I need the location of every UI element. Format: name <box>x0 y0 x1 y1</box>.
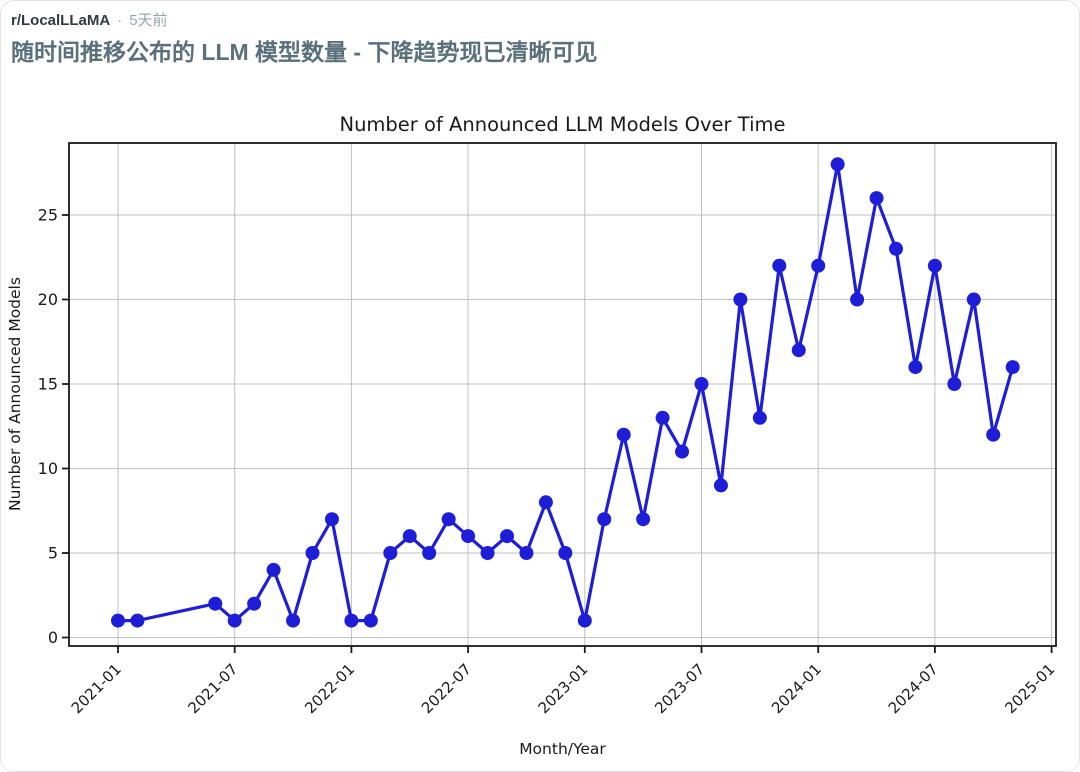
data-point <box>363 613 378 628</box>
data-point <box>733 292 748 307</box>
data-point <box>305 546 320 560</box>
data-point <box>772 258 787 273</box>
data-point <box>519 546 534 560</box>
y-tick-label: 20 <box>38 290 58 309</box>
data-point <box>461 529 476 544</box>
chart-svg: 2021-01 2021-07 2022-01 2022-07 2023-01 2023-… <box>6 113 1058 758</box>
data-point <box>130 613 145 628</box>
y-tick-label: 5 <box>48 544 58 563</box>
data-point <box>616 427 631 442</box>
data-point <box>694 377 709 391</box>
data-point <box>111 613 125 628</box>
x-tick-label: 2022-01 <box>301 660 358 717</box>
data-point <box>636 512 651 527</box>
data-point <box>927 258 942 273</box>
data-point <box>577 613 592 628</box>
meta-separator: · <box>117 12 123 29</box>
data-point <box>558 546 573 560</box>
x-tick-label: 2024-01 <box>768 660 825 717</box>
data-point <box>538 495 553 510</box>
data-point <box>908 360 923 375</box>
x-tick-label: 2022-07 <box>418 660 475 717</box>
post-timestamp: 5天前 <box>129 12 168 29</box>
y-axis-label: Number of Announced Models <box>6 277 24 511</box>
data-point <box>655 410 670 425</box>
x-tick-label: 2025-01 <box>1001 660 1058 717</box>
subreddit-link[interactable]: r/LocalLLaMA <box>11 12 111 29</box>
chart-title: Number of Announced LLM Models Over Time <box>339 113 785 136</box>
data-point <box>597 512 612 527</box>
data-point <box>247 596 262 611</box>
post-header: r/LocalLLaMA · 5天前 随时间推移公布的 LLM 模型数量 - 下… <box>11 11 1065 68</box>
x-tick-label: 2023-01 <box>535 660 592 717</box>
data-point <box>830 157 845 172</box>
post-title: 随时间推移公布的 LLM 模型数量 - 下降趋势现已清晰可见 <box>11 39 598 65</box>
data-point <box>402 529 417 544</box>
chart-figure: 2021-01 2021-07 2022-01 2022-07 2023-01 2023-… <box>1 91 1079 771</box>
data-point <box>286 613 301 628</box>
data-point <box>850 292 865 307</box>
data-point <box>889 241 903 256</box>
x-tick-label: 2024-07 <box>885 660 942 717</box>
data-point <box>344 613 359 628</box>
data-point <box>266 562 281 577</box>
data-point <box>422 546 437 560</box>
data-point <box>752 410 767 425</box>
y-tick-label: 15 <box>38 375 58 394</box>
data-point <box>791 343 806 358</box>
data-point <box>480 546 495 560</box>
x-axis-label: Month/Year <box>519 740 606 758</box>
plot-area <box>69 143 1056 646</box>
data-point <box>713 478 728 493</box>
y-tick-label: 25 <box>38 206 58 225</box>
data-point <box>324 512 339 527</box>
data-point <box>966 292 981 307</box>
data-point <box>208 596 223 611</box>
data-point <box>675 444 690 459</box>
data-point <box>227 613 242 628</box>
post-meta: r/LocalLLaMA · 5天前 <box>11 11 1065 31</box>
x-tick-label: 2021-07 <box>184 660 241 717</box>
data-point <box>383 546 398 560</box>
data-point <box>811 258 826 273</box>
data-point <box>869 191 884 206</box>
x-tick-label: 2023-07 <box>651 660 708 717</box>
x-tick-label: 2021-01 <box>68 660 125 717</box>
axes-box <box>68 142 1057 647</box>
y-tick-label: 10 <box>38 459 58 478</box>
data-point <box>500 529 514 544</box>
data-point <box>1005 360 1020 375</box>
data-point <box>986 427 1001 442</box>
data-point <box>947 377 962 391</box>
y-tick-label: 0 <box>48 628 58 647</box>
data-point <box>441 512 456 527</box>
